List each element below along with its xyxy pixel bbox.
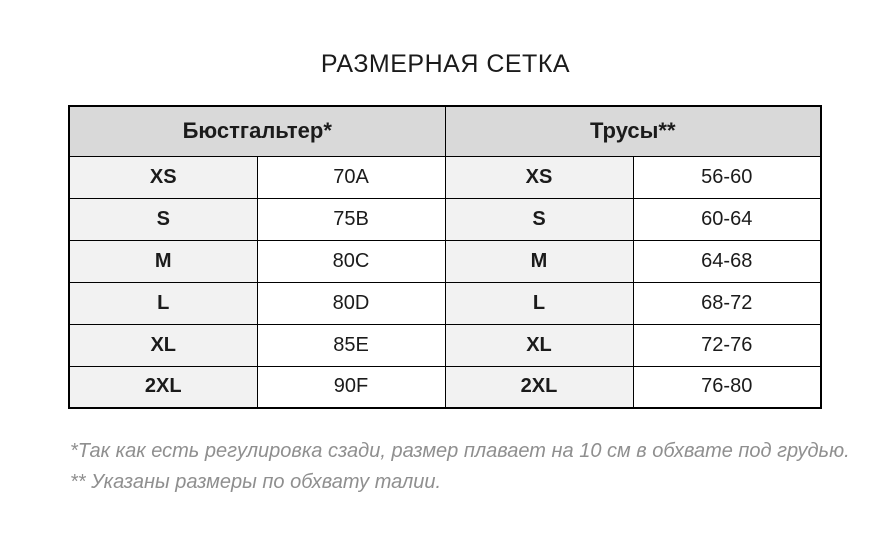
panty-size-cell: XL xyxy=(444,323,634,367)
bra-size-cell: XS xyxy=(68,155,258,199)
size-table-container: Бюстгальтер* Трусы** XS 70A XS 56-60 S 7… xyxy=(68,105,822,409)
size-table: Бюстгальтер* Трусы** XS 70A XS 56-60 S 7… xyxy=(68,105,822,409)
page-title: РАЗМЕРНАЯ СЕТКА xyxy=(320,50,571,78)
bra-value-cell: 80C xyxy=(256,239,446,283)
bra-size-cell: XL xyxy=(68,323,258,367)
size-table-header: Бюстгальтер* Трусы** xyxy=(68,105,822,157)
table-row: M 80C M 64-68 xyxy=(68,239,822,283)
bra-size-cell: 2XL xyxy=(68,365,258,409)
footnote-panties: ** Указаны размеры по обхвату талии. xyxy=(70,471,442,493)
table-row: XS 70A XS 56-60 xyxy=(68,155,822,199)
footnote-bra: *Так как есть регулировка сзади, размер … xyxy=(70,440,850,462)
column-group-panties: Трусы** xyxy=(444,105,822,157)
column-group-bra: Бюстгальтер* xyxy=(68,105,446,157)
table-row: XL 85E XL 72-76 xyxy=(68,323,822,367)
bra-value-cell: 75B xyxy=(256,197,446,241)
bra-value-cell: 80D xyxy=(256,281,446,325)
bra-size-cell: M xyxy=(68,239,258,283)
panty-value-cell: 60-64 xyxy=(632,197,822,241)
panty-value-cell: 68-72 xyxy=(632,281,822,325)
table-row: 2XL 90F 2XL 76-80 xyxy=(68,365,822,409)
bra-size-cell: L xyxy=(68,281,258,325)
panty-value-cell: 72-76 xyxy=(632,323,822,367)
footnotes: *Так как есть регулировка сзади, размер … xyxy=(70,436,860,498)
bra-size-cell: S xyxy=(68,197,258,241)
panty-size-cell: L xyxy=(444,281,634,325)
bra-value-cell: 85E xyxy=(256,323,446,367)
group-header-row: Бюстгальтер* Трусы** xyxy=(68,105,822,157)
panty-size-cell: S xyxy=(444,197,634,241)
panty-value-cell: 64-68 xyxy=(632,239,822,283)
bra-value-cell: 70A xyxy=(256,155,446,199)
panty-size-cell: XS xyxy=(444,155,634,199)
bra-value-cell: 90F xyxy=(256,365,446,409)
panty-value-cell: 56-60 xyxy=(632,155,822,199)
size-table-body: XS 70A XS 56-60 S 75B S 60-64 M 80C M 64… xyxy=(68,155,822,409)
table-row: L 80D L 68-72 xyxy=(68,281,822,325)
table-row: S 75B S 60-64 xyxy=(68,197,822,241)
panty-value-cell: 76-80 xyxy=(632,365,822,409)
panty-size-cell: 2XL xyxy=(444,365,634,409)
panty-size-cell: M xyxy=(444,239,634,283)
